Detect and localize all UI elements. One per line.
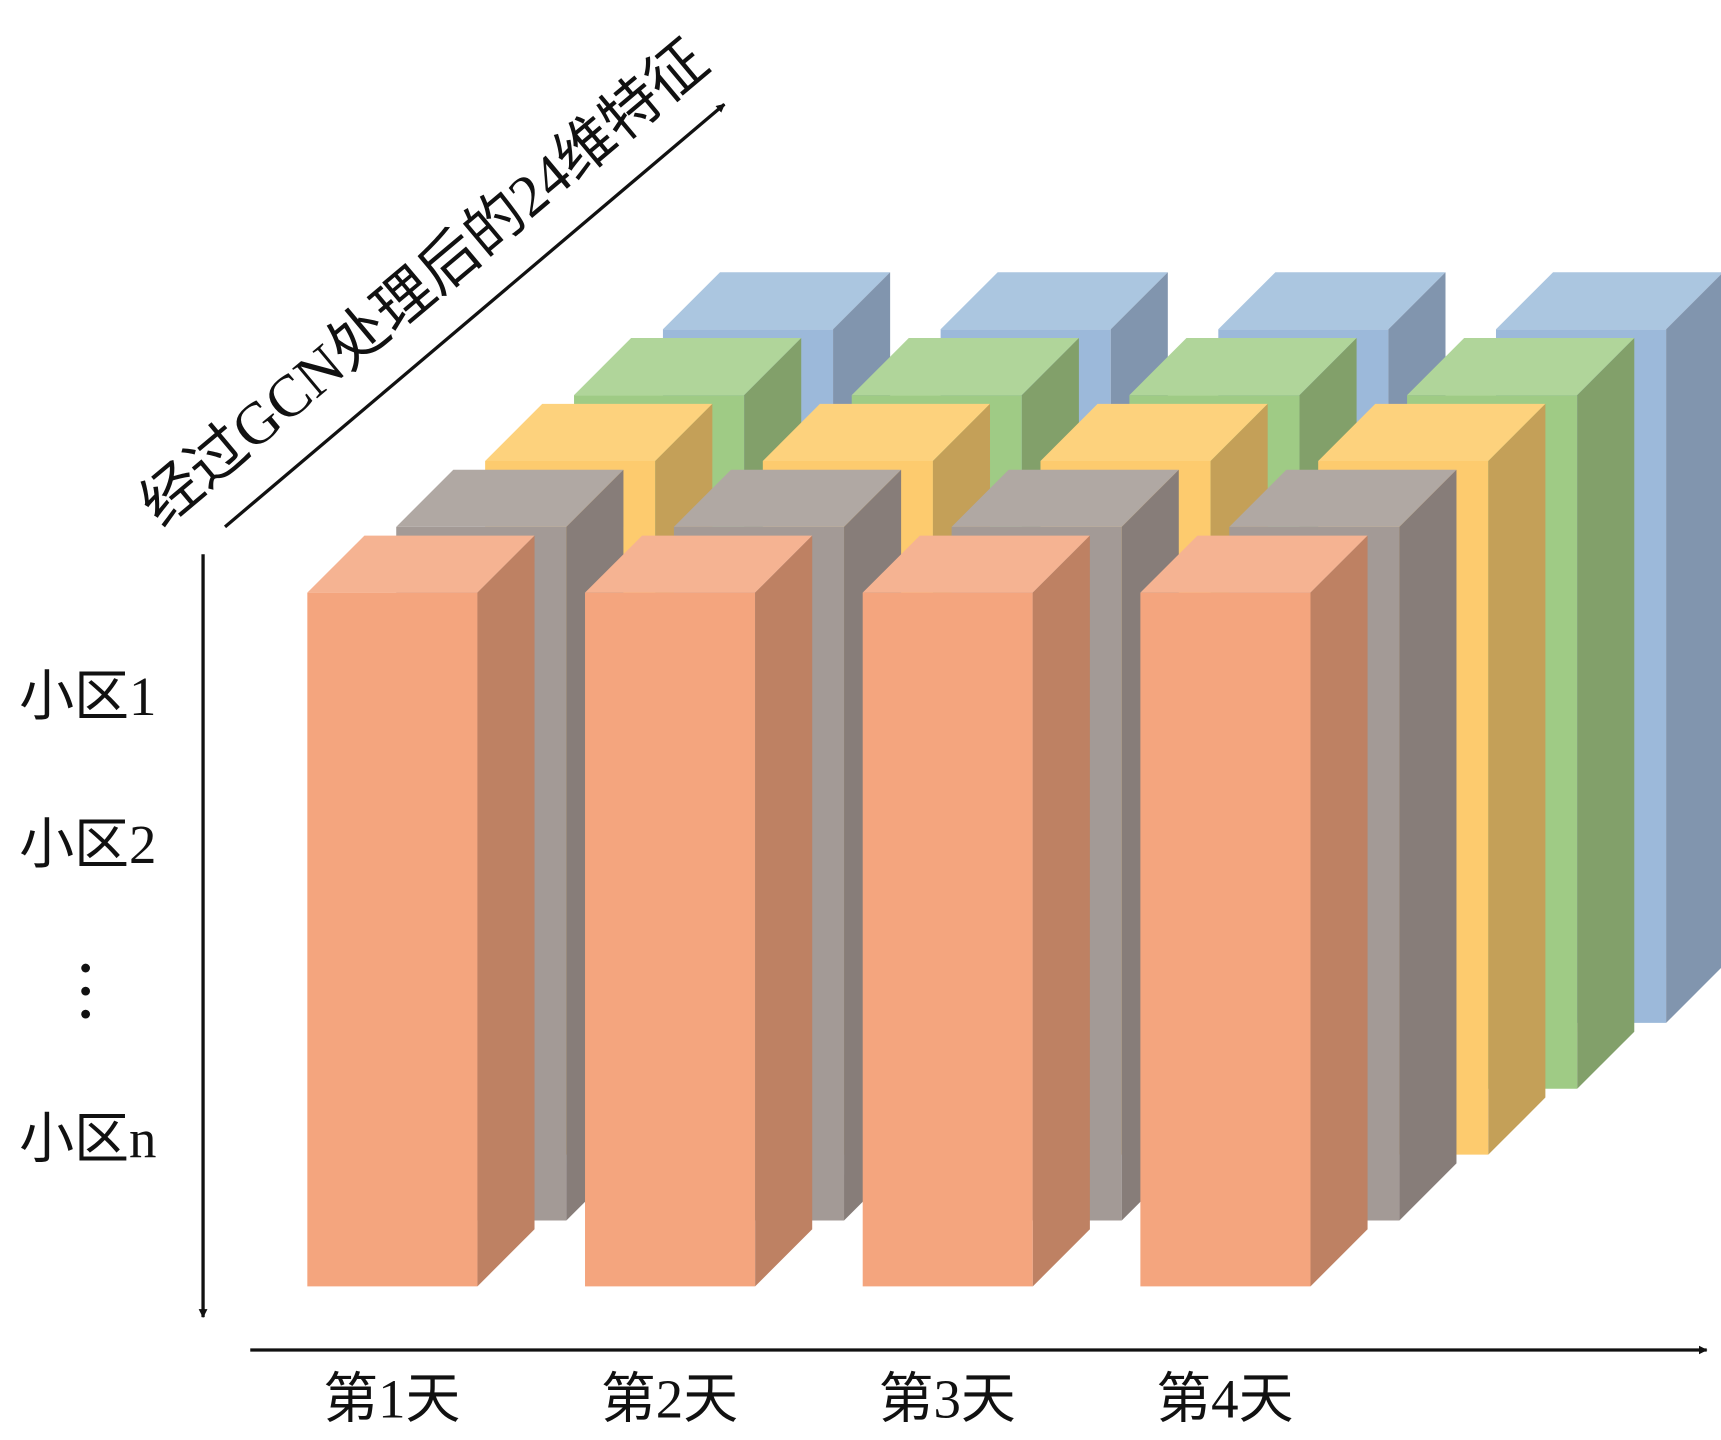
block-face [851,338,1079,396]
day-label: 第4天 [1156,1368,1293,1429]
block-face [1310,535,1368,1287]
block-face [1318,403,1546,461]
block-face [862,592,1033,1287]
block-face [585,535,813,593]
block-face [1407,338,1635,396]
block-face [1229,469,1457,527]
ellipsis-dot [81,963,91,973]
feature-axis [223,103,726,529]
block-face [940,272,1168,330]
block-face [862,535,1090,593]
block-face [755,535,813,1287]
row-label: 小区1 [19,666,156,727]
day-label: 第1天 [323,1368,460,1429]
block-face [1577,338,1635,1089]
block-face [1140,535,1368,593]
block-face [951,469,1179,527]
block-face [1140,592,1311,1287]
block-face [477,535,535,1287]
ellipsis-dot [81,986,91,996]
block-face [1488,403,1546,1155]
block-face [673,469,902,527]
block-face [307,592,478,1287]
ellipsis-dot [81,1009,91,1019]
block-face [1218,272,1446,330]
block-face [1032,535,1090,1287]
block-face [1495,272,1721,330]
block-face [585,592,756,1287]
block-face [485,403,713,461]
block-face [396,469,624,527]
block-face [762,403,991,461]
block-face [1399,469,1457,1221]
block-face [574,338,802,396]
day-label: 第2天 [601,1368,738,1429]
day-label: 第3天 [879,1368,1016,1429]
row-label: 小区n [19,1108,156,1169]
block-face [1040,403,1268,461]
row-label: 小区2 [19,814,156,875]
feature-blocks [307,272,1721,1287]
block-face [662,272,891,330]
block-face [1666,274,1721,1023]
block-face [307,535,535,593]
block-face [1129,338,1357,396]
